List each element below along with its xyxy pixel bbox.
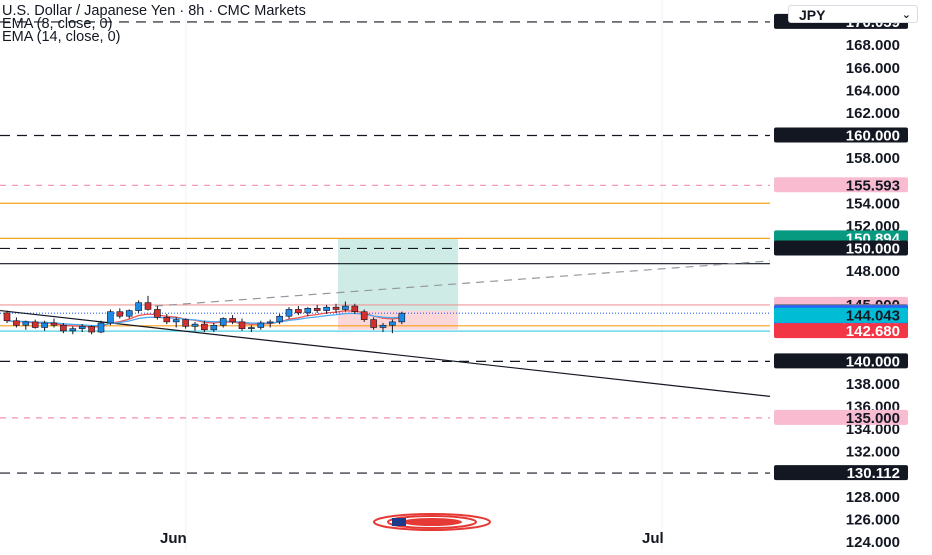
candle-body	[88, 326, 95, 333]
candle-body	[351, 305, 359, 313]
chart-title: U.S. Dollar / Japanese Yen · 8h · CMC Ma…	[2, 3, 306, 19]
candle-body	[97, 322, 105, 333]
y-tick-label: 134.000	[846, 421, 900, 438]
candle-body	[135, 302, 142, 311]
candle-body	[379, 324, 387, 328]
trendline	[0, 309, 770, 398]
candle-body	[60, 324, 67, 332]
candle-body	[69, 328, 77, 332]
candle-body	[295, 309, 302, 314]
price-label: 142.680	[846, 323, 900, 340]
price-label-bg	[774, 307, 908, 323]
y-tick-label: 162.000	[846, 105, 900, 122]
y-tick-label: 154.000	[846, 195, 900, 212]
ema-8-legend[interactable]: EMA (8, close, 0)	[2, 16, 113, 32]
price-scale-labels[interactable]: 168.000 166.000 164.000 162.000 158.000 154.0…	[770, 0, 932, 551]
price-label-bg	[774, 353, 908, 369]
y-tick-label: 164.000	[846, 82, 900, 99]
candle-body	[398, 312, 406, 323]
y-tick-label: 132.000	[846, 444, 900, 461]
y-tick-label: 158.000	[846, 150, 900, 167]
candle-body	[210, 324, 218, 331]
candle-body	[389, 321, 396, 326]
price-label-bg	[774, 409, 908, 425]
ema-14-legend[interactable]: EMA (14, close, 0)	[2, 29, 121, 45]
candle-body	[304, 308, 312, 314]
price-label-bg	[774, 240, 908, 256]
price-label: 155.593	[846, 177, 900, 194]
candle-body	[3, 312, 11, 322]
y-tick-label: 126.000	[846, 512, 900, 529]
price-label-bg	[774, 177, 908, 193]
position-target-zone	[338, 238, 458, 311]
candle-body	[78, 326, 86, 329]
price-label: 144.043	[846, 308, 900, 325]
candle-body	[313, 308, 321, 311]
candle-body	[154, 309, 161, 318]
currency-label: JPY	[799, 7, 826, 23]
price-label-bg	[774, 323, 908, 339]
candle-body	[360, 311, 368, 320]
candle-body	[342, 305, 349, 310]
candle-body	[323, 306, 330, 311]
candle-body	[266, 321, 274, 324]
candle-body	[22, 321, 30, 326]
price-label-bg	[774, 465, 908, 481]
candle-body	[219, 318, 227, 326]
x-label-jul: Jul	[642, 530, 664, 547]
candle-body	[257, 322, 265, 328]
candle-body	[191, 323, 199, 327]
candle-body	[31, 321, 39, 328]
candle-body	[248, 327, 255, 329]
candle-body	[116, 311, 124, 317]
x-label-jun: Jun	[160, 530, 187, 547]
candle-body	[332, 306, 340, 310]
candle-body	[125, 310, 133, 317]
price-label-bg	[774, 127, 908, 143]
y-tick-label: 168.000	[846, 37, 900, 54]
candle-body	[229, 318, 236, 323]
price-plot[interactable]	[0, 0, 770, 550]
candle-body	[238, 321, 246, 329]
tradingview-logo-icon	[373, 513, 491, 531]
y-tick-label: 166.000	[846, 60, 900, 77]
y-tick-label: 124.000	[846, 534, 900, 550]
candle-body	[107, 311, 114, 324]
y-tick-label: 128.000	[846, 489, 900, 506]
candle-body	[285, 309, 293, 317]
y-tick-label: 148.000	[846, 263, 900, 280]
candle-body	[172, 319, 180, 323]
price-label: 150.000	[846, 240, 900, 257]
chart-area[interactable]: U.S. Dollar / Japanese Yen · 8h · CMC Ma…	[0, 0, 770, 550]
trendline	[154, 260, 770, 307]
currency-selector[interactable]: JPY ⌄	[788, 5, 918, 23]
candle-body	[370, 319, 377, 328]
candle-body	[182, 319, 189, 327]
y-tick-label: 138.000	[846, 376, 900, 393]
candle-body	[50, 322, 58, 326]
candle-body	[144, 302, 152, 310]
candle-body	[276, 315, 283, 323]
price-label: 160.000	[846, 128, 900, 145]
price-label: 140.000	[846, 353, 900, 370]
price-label: 130.112	[847, 465, 900, 482]
chevron-down-icon: ⌄	[901, 9, 911, 21]
candle-body	[13, 320, 20, 326]
candle-body	[201, 323, 208, 331]
candle-body	[163, 317, 171, 323]
candle-body	[41, 322, 48, 328]
price-label: 135.000	[846, 410, 900, 427]
price-scale[interactable]: 168.000 166.000 164.000 162.000 158.000 154.0…	[770, 0, 932, 551]
